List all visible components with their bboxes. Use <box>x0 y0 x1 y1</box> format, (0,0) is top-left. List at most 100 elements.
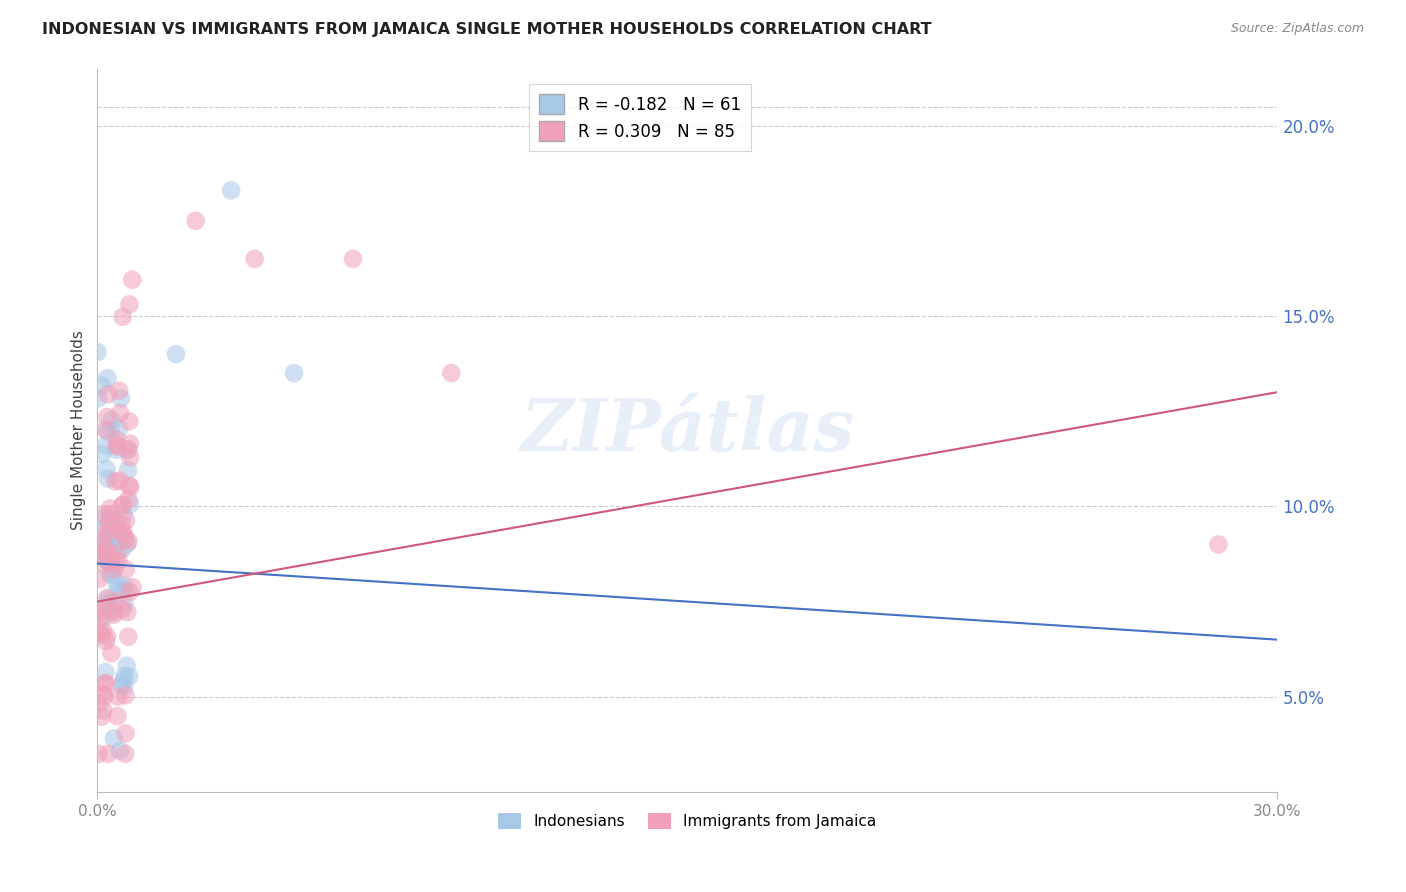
Point <box>342 252 364 266</box>
Point <box>120 497 142 511</box>
Point <box>105 547 128 561</box>
Point <box>98 514 121 528</box>
Point <box>90 612 112 626</box>
Point <box>103 557 125 571</box>
Point <box>93 610 115 624</box>
Point <box>101 546 124 560</box>
Point <box>100 550 122 565</box>
Point <box>108 422 131 436</box>
Point <box>91 687 114 701</box>
Point <box>96 425 118 439</box>
Point <box>93 689 115 703</box>
Point <box>96 591 118 605</box>
Point <box>91 378 114 392</box>
Point <box>94 423 117 437</box>
Point <box>90 710 112 724</box>
Point <box>103 731 125 746</box>
Point <box>108 384 131 398</box>
Point <box>100 413 122 427</box>
Text: INDONESIAN VS IMMIGRANTS FROM JAMAICA SINGLE MOTHER HOUSEHOLDS CORRELATION CHART: INDONESIAN VS IMMIGRANTS FROM JAMAICA SI… <box>42 22 932 37</box>
Point <box>100 422 122 436</box>
Point <box>96 546 118 560</box>
Point <box>118 585 141 599</box>
Point <box>110 392 132 406</box>
Point <box>117 463 139 477</box>
Point <box>97 530 120 544</box>
Point <box>112 507 135 521</box>
Point <box>86 345 108 359</box>
Point <box>86 606 108 620</box>
Point <box>117 492 139 507</box>
Point <box>118 297 141 311</box>
Point <box>87 549 110 563</box>
Point <box>1208 537 1230 551</box>
Point <box>112 582 135 597</box>
Point <box>111 602 134 616</box>
Point <box>105 516 128 530</box>
Point <box>96 521 118 535</box>
Point <box>103 607 125 622</box>
Point <box>94 634 117 648</box>
Point <box>440 366 463 380</box>
Point <box>118 436 141 450</box>
Point <box>93 558 115 572</box>
Legend: Indonesians, Immigrants from Jamaica: Indonesians, Immigrants from Jamaica <box>492 806 883 835</box>
Point <box>98 501 121 516</box>
Point <box>101 567 124 582</box>
Point <box>100 520 122 534</box>
Point <box>114 579 136 593</box>
Point <box>118 669 141 683</box>
Point <box>91 447 114 461</box>
Point <box>98 510 121 524</box>
Point <box>87 747 110 761</box>
Point <box>87 536 110 550</box>
Point <box>94 533 117 548</box>
Point <box>117 630 139 644</box>
Point <box>115 658 138 673</box>
Point <box>98 556 121 570</box>
Point <box>111 527 134 541</box>
Point <box>103 605 125 619</box>
Text: ZIPátlas: ZIPátlas <box>520 395 855 466</box>
Point <box>107 554 129 568</box>
Point <box>112 669 135 683</box>
Point <box>98 567 121 582</box>
Point <box>114 726 136 740</box>
Point <box>87 572 110 586</box>
Point <box>114 533 136 547</box>
Point <box>121 580 143 594</box>
Point <box>105 438 128 452</box>
Point <box>100 646 122 660</box>
Point <box>117 442 139 456</box>
Point <box>112 673 135 688</box>
Point <box>104 594 127 608</box>
Point <box>108 406 131 420</box>
Point <box>105 575 128 590</box>
Point <box>111 542 134 557</box>
Point <box>101 603 124 617</box>
Point <box>105 433 128 447</box>
Point <box>121 273 143 287</box>
Point <box>112 680 135 694</box>
Point <box>87 392 110 406</box>
Text: Source: ZipAtlas.com: Source: ZipAtlas.com <box>1230 22 1364 36</box>
Point <box>90 546 112 560</box>
Point <box>96 371 118 385</box>
Point <box>91 624 114 638</box>
Point <box>94 665 117 679</box>
Point <box>108 474 131 488</box>
Point <box>118 414 141 428</box>
Point <box>111 499 134 513</box>
Point <box>114 688 136 702</box>
Point <box>93 704 115 718</box>
Point <box>94 439 117 453</box>
Point <box>115 513 138 527</box>
Point <box>105 442 128 457</box>
Point <box>98 557 121 571</box>
Point <box>90 627 112 641</box>
Point <box>101 511 124 525</box>
Point <box>103 563 125 577</box>
Point <box>112 596 135 610</box>
Point <box>97 516 120 531</box>
Point <box>111 310 134 324</box>
